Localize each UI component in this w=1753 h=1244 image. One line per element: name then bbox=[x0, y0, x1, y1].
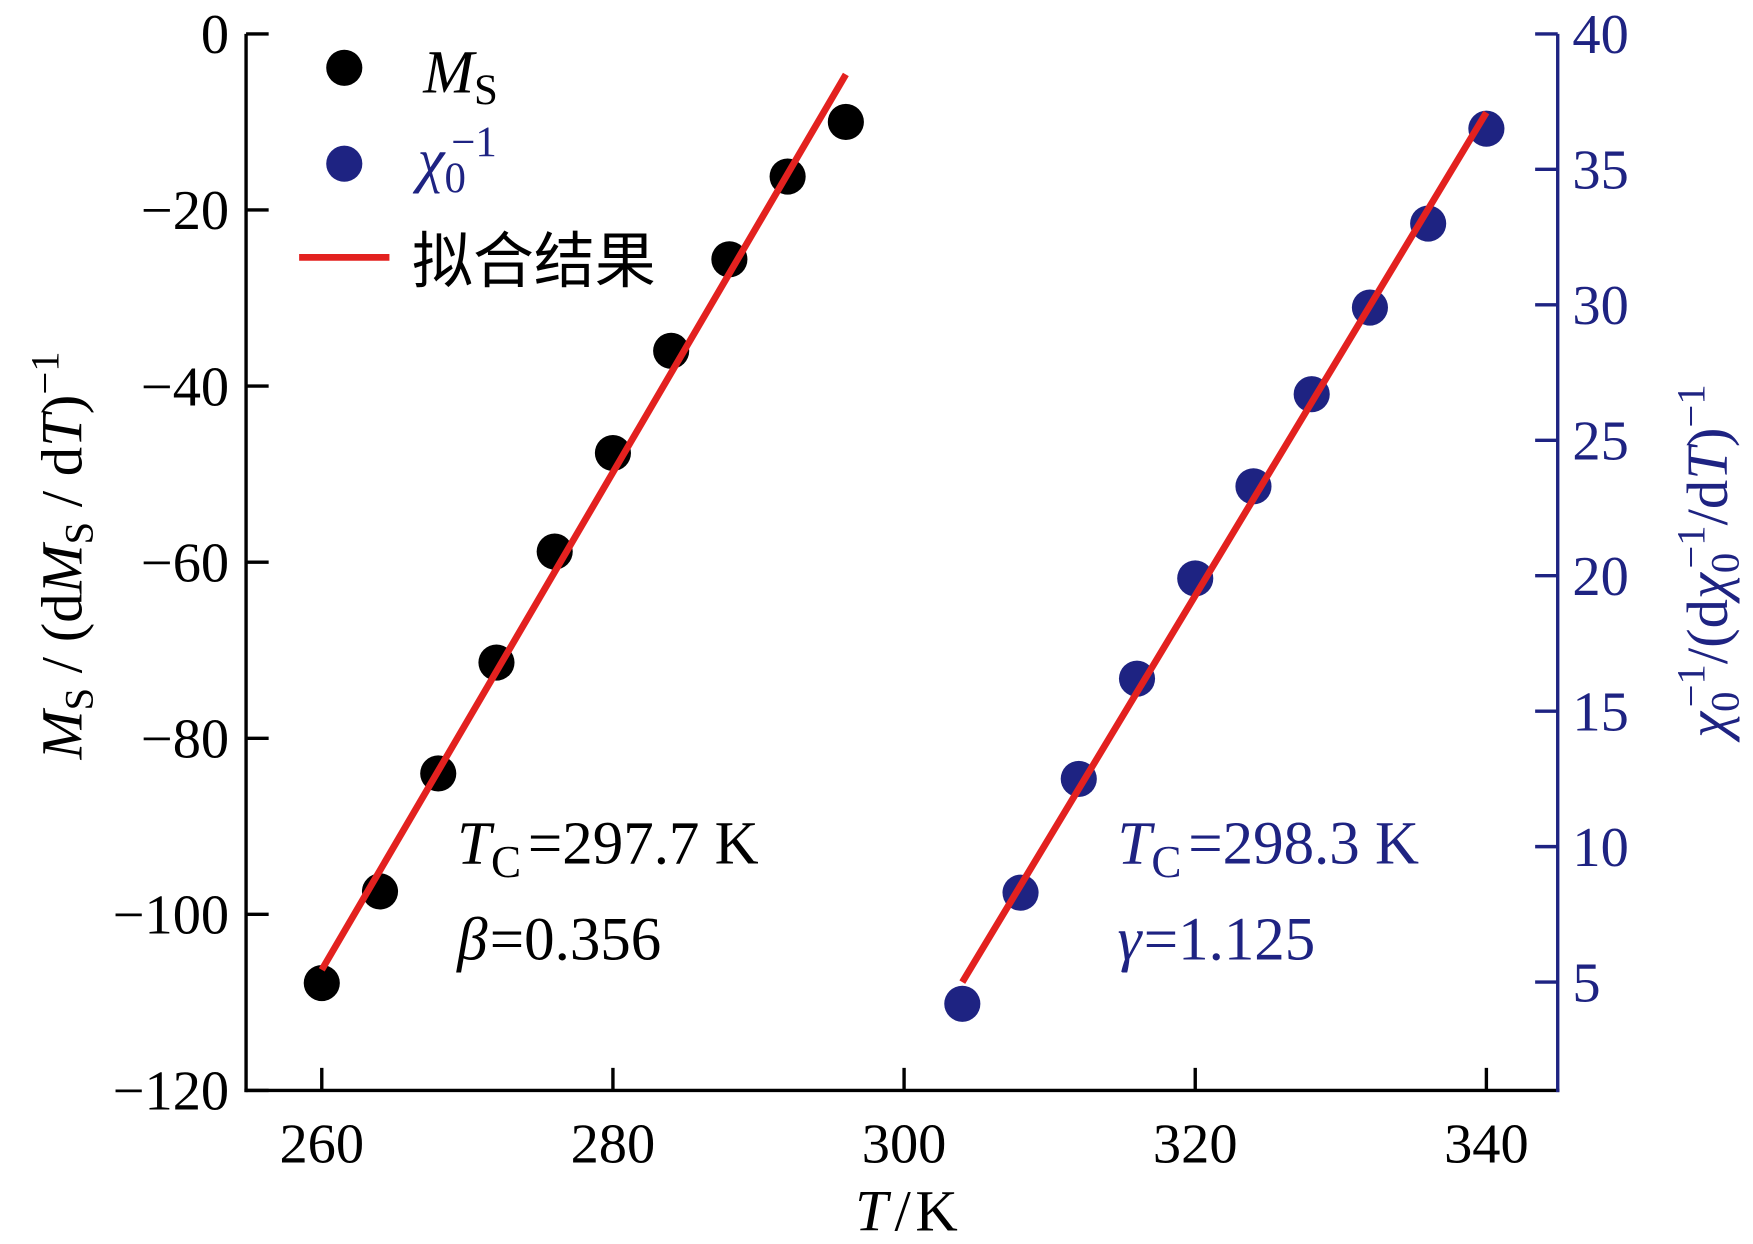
legend-chi-sub-0: 0 bbox=[444, 155, 465, 202]
annotation-tc-left-t: T bbox=[457, 811, 495, 878]
chi-inverse-data-point bbox=[1468, 110, 1505, 147]
y-left-title-sub-s-2: S bbox=[57, 522, 102, 545]
x-tick-label: 300 bbox=[862, 1114, 947, 1176]
y-left-tick-label: −120 bbox=[113, 1061, 229, 1123]
y-right-tick-label: 20 bbox=[1572, 546, 1628, 608]
legend-ms-m: M bbox=[422, 40, 477, 107]
legend-marker-ms bbox=[326, 49, 363, 86]
x-title-t: T bbox=[855, 1178, 892, 1243]
ms-data-point bbox=[303, 964, 340, 1002]
annotation-tc-right-t: T bbox=[1117, 811, 1155, 878]
x-title-slash: / bbox=[895, 1178, 912, 1243]
y-left-title-m-2: M bbox=[29, 541, 94, 594]
y-right-tick-label: 35 bbox=[1572, 140, 1628, 202]
y-right-title-t: T bbox=[1675, 443, 1740, 480]
y-left-tick-label: −60 bbox=[141, 532, 229, 594]
y-left-tick-label: 0 bbox=[201, 4, 229, 66]
ms-data-point bbox=[827, 103, 864, 141]
y-left-axis-title: MS / (dMS / dT)−1 bbox=[23, 351, 102, 760]
x-tick-label: 340 bbox=[1444, 1114, 1529, 1176]
y-left-title-sub-s: S bbox=[57, 688, 102, 711]
annotation-tc-right-value: =298.3 K bbox=[1188, 811, 1419, 878]
y-right-title-sub-0: 0 bbox=[1702, 692, 1747, 712]
legend: MS χ0−1 拟合结果 bbox=[299, 40, 656, 296]
y-left-tick-label: −80 bbox=[141, 708, 229, 770]
chi-inverse-data-point bbox=[1177, 560, 1214, 597]
fit-line-ms bbox=[318, 72, 849, 972]
ms-data-point bbox=[711, 241, 748, 278]
annotation-beta-value: =0.356 bbox=[490, 907, 661, 974]
x-title-unit: K bbox=[915, 1178, 957, 1243]
y-right-tick-label: 40 bbox=[1572, 4, 1628, 66]
annotation-gamma-symbol: γ bbox=[1117, 907, 1143, 974]
legend-label-ms: MS bbox=[422, 40, 498, 114]
x-tick-label: 260 bbox=[279, 1114, 364, 1176]
annotation-tc-left: TC =297.7 K bbox=[457, 811, 758, 888]
y-left-title-sup: −1 bbox=[23, 351, 68, 394]
chi-inverse-data-point bbox=[944, 985, 981, 1022]
y-right-tick-label: 25 bbox=[1572, 410, 1628, 472]
y-right-title-sup-3: −1 bbox=[1668, 384, 1713, 427]
chi-inverse-data-point bbox=[1410, 205, 1447, 242]
y-left-title-m: M bbox=[29, 707, 94, 760]
legend-ms-sub-s: S bbox=[474, 67, 498, 114]
axis-ticks: 260 280 300 320 3400−20−40−60−80−100−1205101… bbox=[113, 4, 1629, 1176]
y-right-axis-title: χ0−1/(dχ0−1/dT)−1 bbox=[1668, 384, 1747, 742]
legend-chi-sup: −1 bbox=[451, 119, 497, 166]
y-right-title-text-2: /d bbox=[1675, 480, 1740, 526]
annotation-tc-right-sub-c: C bbox=[1151, 837, 1181, 887]
y-left-title-text-2: / d bbox=[29, 447, 94, 522]
annotation-tc-right: TC =298.3 K bbox=[1117, 811, 1418, 888]
y-right-title-paren: ) bbox=[1675, 428, 1740, 448]
y-right-title-chi-2: χ bbox=[1675, 571, 1740, 604]
y-right-tick-label: 15 bbox=[1572, 681, 1628, 743]
y-right-tick-label: 10 bbox=[1572, 817, 1628, 879]
y-left-tick-label: −100 bbox=[113, 885, 229, 947]
y-left-title-text-1: / (d bbox=[29, 593, 94, 688]
annotation-tc-left-value: =297.7 K bbox=[528, 811, 759, 878]
legend-label-chi-inverse: χ0−1 bbox=[413, 119, 497, 202]
y-right-title-sub-0-2: 0 bbox=[1702, 553, 1747, 573]
y-right-title-chi: χ bbox=[1675, 710, 1740, 743]
y-left-tick-label: −20 bbox=[141, 180, 229, 242]
y-left-title-paren: ) bbox=[29, 395, 94, 415]
chi-inverse-data-point bbox=[1118, 660, 1156, 697]
annotation-gamma: γ=1.125 bbox=[1117, 907, 1315, 974]
y-right-title-sup-2: −1 bbox=[1668, 525, 1713, 568]
y-right-title-text-1: /(d bbox=[1675, 599, 1740, 664]
x-tick-label: 280 bbox=[571, 1114, 656, 1176]
y-right-tick-label: 30 bbox=[1572, 275, 1628, 337]
legend-label-fit: 拟合结果 bbox=[412, 229, 656, 296]
x-axis-title: T/K bbox=[855, 1178, 958, 1243]
fit-lines bbox=[318, 72, 1490, 984]
annotation-beta-symbol: β bbox=[456, 907, 488, 974]
x-tick-label: 320 bbox=[1153, 1114, 1238, 1176]
legend-marker-chi-inverse bbox=[326, 145, 363, 182]
fit-line-chi-inverse bbox=[959, 110, 1490, 984]
annotation-tc-left-sub-c: C bbox=[491, 837, 521, 887]
legend-chi: χ bbox=[413, 128, 447, 195]
y-right-tick-label: 5 bbox=[1572, 952, 1600, 1014]
y-right-title-sup: −1 bbox=[1668, 664, 1713, 707]
y-left-title-t: T bbox=[29, 410, 94, 447]
annotation-gamma-value: =1.125 bbox=[1144, 907, 1315, 974]
y-left-tick-label: −40 bbox=[141, 356, 229, 418]
annotation-beta: β=0.356 bbox=[456, 907, 661, 974]
chi-inverse-data-point bbox=[1235, 468, 1272, 505]
